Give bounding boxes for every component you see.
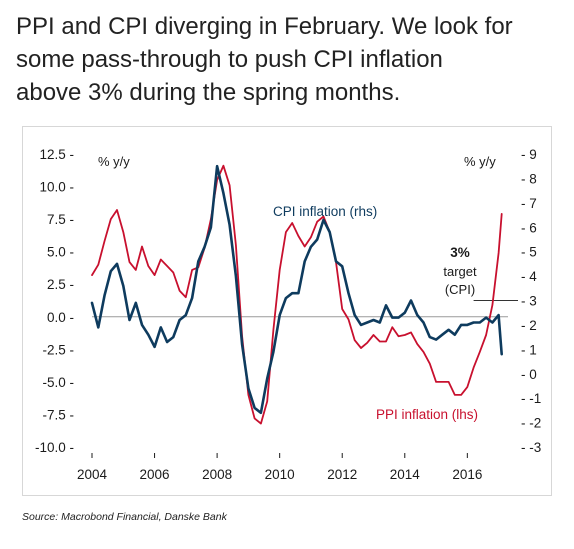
x-tick-label: 2004	[77, 467, 108, 482]
right-tick-label: - -1	[521, 391, 541, 406]
cpi-series-label: CPI inflation (rhs)	[273, 204, 377, 219]
left-tick-label: 2.5 -	[47, 277, 74, 292]
x-tick-label: 2016	[452, 467, 482, 482]
x-tick-label: 2006	[140, 467, 170, 482]
right-tick-label: - -3	[521, 440, 541, 455]
cpi-series-line	[90, 164, 504, 415]
x-axis: 2004 2006 2008 2010 2012 2014 2016	[77, 453, 482, 482]
right-tick-label: - 1	[521, 342, 537, 357]
left-tick-label: -5.0 -	[42, 375, 74, 390]
right-tick-label: - 8	[521, 171, 537, 186]
x-tick-label: 2008	[202, 467, 232, 482]
title-line-1: PPI and CPI diverging in February. We lo…	[16, 13, 513, 40]
x-tick-label: 2010	[265, 467, 295, 482]
right-tick-label: - 9	[521, 147, 537, 162]
right-axis-label: % y/y	[464, 154, 496, 169]
right-tick-label: - 3	[521, 294, 537, 309]
left-axis-label: % y/y	[98, 154, 130, 169]
right-tick-label: - 5	[521, 245, 537, 260]
source-note: Source: Macrobond Financial, Danske Bank	[22, 511, 227, 523]
left-tick-label: 7.5 -	[47, 212, 74, 227]
target-label-line-3: (CPI)	[445, 282, 475, 297]
right-tick-label: - 0	[521, 367, 537, 382]
right-tick-label: - 6	[521, 220, 537, 235]
chart-frame	[22, 126, 552, 496]
title-line-2: some pass-through to push CPI inflation	[16, 46, 443, 73]
series-layer	[90, 164, 504, 425]
left-tick-label: -7.5 -	[42, 407, 74, 422]
left-tick-label: 0.0 -	[47, 310, 74, 325]
right-tick-label: - 4	[521, 269, 537, 284]
left-axis: 12.5 - 10.0 - 7.5 - 5.0 - 2.5 - 0.0 - -2.5 - -5…	[35, 147, 74, 455]
right-tick-label: - 7	[521, 196, 537, 211]
target-label-line-1: 3%	[450, 245, 470, 260]
left-tick-label: 12.5 -	[39, 147, 74, 162]
ppi-series-line	[91, 164, 503, 425]
left-tick-label: 10.0 -	[39, 180, 74, 195]
right-axis: - 9 - 8 - 7 - 6 - 5 - 4 - 3 - 2 - 1 - 0 - -1 - -2 - …	[521, 147, 541, 455]
x-tick-label: 2014	[390, 467, 421, 482]
title-line-3: above 3% during the spring months.	[16, 79, 401, 106]
left-tick-label: -2.5 -	[42, 342, 74, 357]
ppi-series-label: PPI inflation (lhs)	[376, 407, 478, 422]
left-tick-label: -10.0 -	[35, 440, 74, 455]
chart-title: PPI and CPI diverging in February. We lo…	[16, 10, 561, 109]
target-label-line-2: target	[443, 264, 477, 279]
right-tick-label: - -2	[521, 416, 541, 431]
right-tick-label: - 2	[521, 318, 537, 333]
x-tick-label: 2012	[327, 467, 357, 482]
left-tick-label: 5.0 -	[47, 245, 74, 260]
